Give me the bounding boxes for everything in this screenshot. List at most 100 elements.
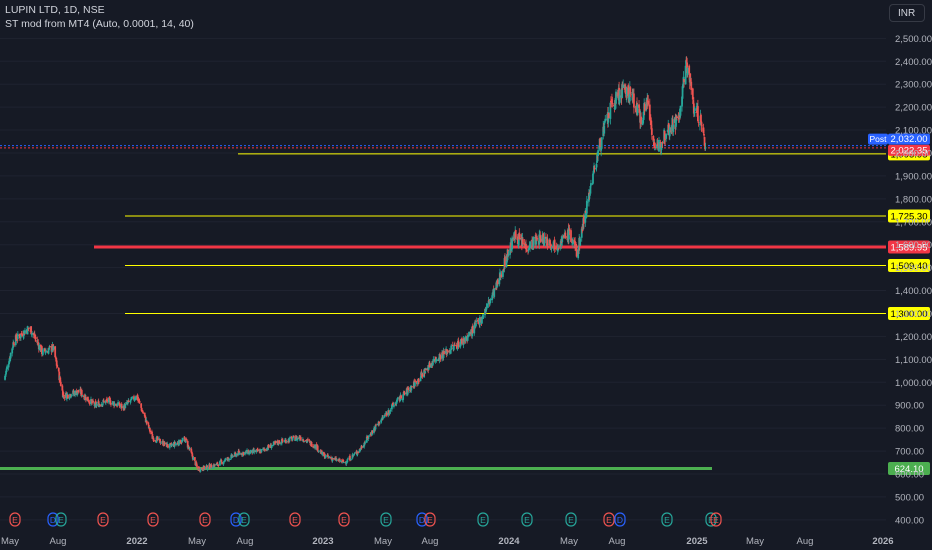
candle-body — [666, 129, 669, 133]
dividend-marker[interactable]: D — [47, 512, 59, 527]
time-tick-label: 2025 — [686, 536, 708, 547]
candle-body — [22, 333, 24, 337]
candle-body — [693, 112, 696, 114]
candle-body — [459, 341, 462, 347]
candle-body — [11, 348, 14, 354]
horizontal-levels: 1,995.951,725.301,589.951,509.401,300.00… — [0, 133, 930, 475]
candle-body — [166, 444, 169, 447]
candle-body — [260, 449, 263, 453]
candle-body — [396, 399, 398, 403]
time-tick-label: Aug — [422, 536, 439, 547]
earnings-marker[interactable]: E — [147, 512, 159, 527]
candle-body — [502, 269, 505, 271]
candle-body — [691, 88, 694, 100]
candle-body — [140, 408, 143, 412]
candle-body — [704, 145, 706, 150]
candle-body — [541, 234, 544, 242]
candle-body — [647, 100, 650, 105]
candle-body — [178, 439, 180, 446]
candle-body — [654, 146, 657, 148]
earnings-marker[interactable]: E — [9, 512, 21, 527]
candle-body — [370, 434, 373, 436]
time-axis[interactable]: May Aug 2022 May Aug 2023 May Aug 2024 May Aug 2025… — [1, 536, 894, 547]
candle-body — [321, 451, 324, 455]
price-tick-label: 2,200.00 — [895, 103, 932, 114]
candle-body — [468, 331, 471, 336]
candle-body — [59, 377, 62, 382]
candle-body — [8, 362, 11, 365]
candle-body — [180, 443, 182, 444]
candle-body — [36, 340, 39, 343]
candle-body — [119, 405, 122, 407]
candle-body — [92, 400, 94, 403]
candle-body — [568, 229, 571, 231]
candle-body — [204, 467, 207, 469]
candle-body — [453, 344, 456, 346]
earnings-marker[interactable]: E — [565, 512, 577, 527]
earnings-marker[interactable]: E — [199, 512, 211, 527]
dividend-marker[interactable]: D — [230, 512, 242, 527]
dividend-marker[interactable]: D — [614, 512, 626, 527]
marker-label: E — [606, 515, 612, 525]
price-tick-label: 2,400.00 — [895, 57, 932, 68]
earnings-marker[interactable]: E — [238, 512, 250, 527]
candle-body — [493, 288, 496, 297]
candle-body — [351, 454, 354, 459]
earnings-marker[interactable]: E — [55, 512, 67, 527]
earnings-marker[interactable]: E — [661, 512, 673, 527]
earnings-marker[interactable]: E — [477, 512, 489, 527]
marker-label: E — [524, 515, 530, 525]
candle-body — [462, 338, 465, 345]
earnings-marker[interactable]: E — [380, 512, 392, 527]
candle-body — [489, 299, 492, 304]
time-tick-label: Aug — [50, 536, 67, 547]
candle-body — [167, 446, 170, 448]
indicator-label[interactable]: ST mod from MT4 (Auto, 0.0001, 14, 40) — [5, 18, 194, 30]
candle-body — [538, 234, 541, 245]
candle-body — [618, 87, 620, 101]
candle-body — [424, 371, 427, 374]
earnings-marker[interactable]: E — [97, 512, 109, 527]
candle-body — [704, 147, 707, 149]
earnings-marker[interactable]: E — [338, 512, 350, 527]
price-tick-label: 1,100.00 — [895, 355, 932, 366]
earnings-marker[interactable]: E — [521, 512, 533, 527]
marker-outline — [238, 512, 250, 527]
candle-body — [12, 342, 15, 345]
price-axis[interactable]: 400.00 500.00 600.00 700.00 800.00 900.00 1,00… — [895, 34, 932, 527]
time-tick-label: 2023 — [312, 536, 333, 547]
candle-body — [629, 87, 632, 94]
candle-body — [49, 346, 51, 348]
candle-body — [69, 394, 72, 397]
earnings-marker[interactable]: E — [710, 512, 722, 527]
candle-body — [88, 401, 91, 404]
candle-body — [403, 391, 406, 394]
marker-outline — [477, 512, 489, 527]
currency-selector[interactable]: INR — [889, 4, 925, 22]
candle-body — [174, 443, 177, 446]
candle-body — [693, 111, 696, 113]
price-tick-label: 1,900.00 — [895, 171, 932, 182]
candle-body — [299, 437, 302, 440]
dividend-marker[interactable]: D — [416, 512, 428, 527]
candle-body — [281, 438, 284, 442]
candle-body — [610, 100, 612, 103]
marker-outline — [97, 512, 109, 527]
candle-body — [600, 147, 603, 151]
candle-body — [378, 421, 380, 425]
candle-body — [267, 444, 270, 448]
candle-body — [288, 437, 291, 442]
earnings-marker[interactable]: E — [424, 512, 436, 527]
candle-body — [13, 344, 16, 346]
candle-body — [137, 399, 140, 402]
candle-body — [341, 460, 344, 462]
candle-body — [371, 430, 373, 436]
marker-outline — [603, 512, 615, 527]
candle-body — [32, 333, 35, 336]
candle-body — [94, 401, 97, 403]
earnings-marker[interactable]: E — [289, 512, 301, 527]
earnings-marker[interactable]: E — [603, 512, 615, 527]
symbol-title[interactable]: LUPIN LTD, 1D, NSE — [5, 4, 105, 16]
candle-body — [528, 247, 531, 249]
